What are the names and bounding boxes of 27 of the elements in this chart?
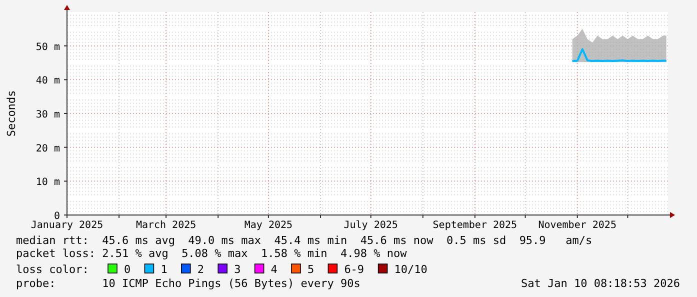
- text: median rtt: 45.6 ms avg 49.0 ms max 45.4 ms min 45.6 ms now 0.5 ms sd 95.9 am/s: [16, 234, 592, 247]
- legend-label: 6-9: [344, 263, 364, 276]
- legend-title: loss color:: [16, 263, 89, 276]
- legend-label: 2: [197, 263, 204, 276]
- y-tick-label: 20 m: [36, 143, 60, 154]
- y-tick-label: 30 m: [36, 110, 60, 120]
- text: packet loss: 2.51 % avg 5.08 % max 1.58 % min 4.98 % now: [16, 247, 408, 260]
- legend-label: 10/10: [394, 263, 428, 276]
- x-tick-label: September 2025: [432, 220, 518, 231]
- legend-label: 0: [124, 263, 131, 276]
- x-tick-label: July 2025: [344, 220, 398, 231]
- x-tick-label: January 2025: [30, 220, 104, 231]
- legend-label: 1: [160, 263, 168, 276]
- y-tick-label: 50 m: [36, 42, 60, 53]
- x-tick-label: May 2025: [244, 220, 293, 231]
- x-tick-label: March 2025: [136, 220, 196, 231]
- line-series: [571, 48, 668, 62]
- y-axis-title: Seconds: [5, 90, 18, 137]
- text: probe: 10 ICMP Echo Pings (56 Bytes) every 90s: [16, 277, 360, 290]
- text: Sat Jan 10 08:18:53 2026: [521, 277, 680, 290]
- y-tick-label: 40 m: [36, 76, 60, 87]
- y-tick-label: 10 m: [36, 177, 60, 188]
- legend-label: 5: [308, 263, 314, 276]
- x-tick-label: November 2025: [538, 220, 616, 231]
- legend-label: 3: [234, 263, 241, 276]
- legend-label: 4: [270, 263, 278, 276]
- y-tick-label: 0: [54, 211, 60, 222]
